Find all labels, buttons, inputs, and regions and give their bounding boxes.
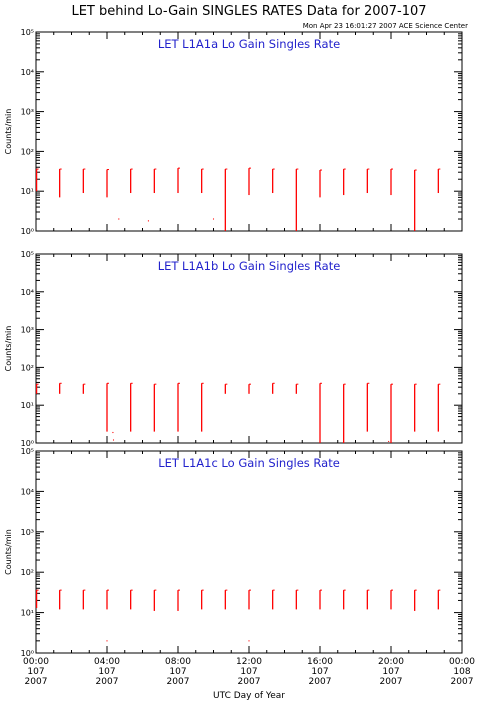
- data-point: [147, 220, 150, 222]
- y-tick-label: 10³: [21, 326, 34, 335]
- y-tick-label: 10⁵: [21, 447, 34, 456]
- x-tick-time: 08:00: [165, 657, 191, 667]
- figure-title: LET behind Lo-Gain SINGLES RATES Data fo…: [71, 4, 426, 19]
- x-tick-day: 107: [382, 667, 399, 677]
- y-axis-label: Counts/min: [4, 529, 13, 575]
- x-tick-time: 16:00: [307, 657, 333, 667]
- x-tick-day: 108: [453, 667, 470, 677]
- plot-frame: [35, 253, 463, 444]
- y-tick-label: 10⁴: [21, 487, 34, 496]
- y-tick-label: 10²: [21, 147, 34, 156]
- data-point: [212, 218, 215, 220]
- y-axis-label: Counts/min: [4, 326, 13, 372]
- panels: 10⁰ 10¹ 10² 10³ 10⁴ 10⁵ Counts/min LET L1A1a Lo…: [4, 28, 463, 658]
- x-tick-year: 2007: [25, 677, 48, 687]
- x-tick-year: 2007: [96, 677, 119, 687]
- y-tick-label: 10²: [21, 568, 34, 577]
- x-tick-year: 2007: [309, 677, 332, 687]
- y-tick-label: 10⁴: [21, 68, 34, 77]
- x-tick-day: 107: [27, 667, 44, 677]
- x-tick-time: 04:00: [94, 657, 120, 667]
- data-point: [106, 640, 108, 642]
- x-tick-time: 00:00: [23, 657, 49, 667]
- timestamp: Mon Apr 23 16:01:27 2007 ACE Science Cen…: [303, 22, 468, 30]
- y-tick-label: 10⁰: [21, 439, 34, 448]
- x-tick-day: 107: [240, 667, 257, 677]
- x-axis-label: UTC Day of Year: [213, 691, 285, 701]
- panel-2: 10⁰ 10¹ 10² 10³ 10⁴ 10⁵ Counts/min LET L1A1b Lo…: [4, 250, 463, 448]
- plot-frame: [35, 31, 463, 232]
- x-tick-year: 2007: [380, 677, 403, 687]
- y-axis-label: Counts/min: [4, 109, 13, 155]
- panel-title: LET L1A1a Lo Gain Singles Rate: [158, 37, 340, 51]
- y-tick-label: 10³: [21, 528, 34, 537]
- panel-3: 10⁰ 10¹ 10² 10³ 10⁴ 10⁵ Counts/min LET L1A1c Lo…: [4, 447, 463, 658]
- x-tick-time: 20:00: [378, 657, 404, 667]
- data-point: [112, 439, 115, 441]
- x-tick-year: 2007: [238, 677, 261, 687]
- x-tick-day: 107: [98, 667, 115, 677]
- data-point: [112, 431, 114, 434]
- x-tick-year: 2007: [451, 677, 474, 687]
- y-tick-label: 10⁵: [21, 28, 34, 37]
- plot-frame: [35, 450, 463, 654]
- y-tick-label: 10⁴: [21, 288, 34, 297]
- x-tick-year: 2007: [167, 677, 190, 687]
- y-tick-label: 10⁰: [21, 649, 34, 658]
- x-axis: 00:00107200704:00107200708:00107200712:0…: [23, 657, 475, 687]
- panel-title: LET L1A1c Lo Gain Singles Rate: [158, 456, 340, 470]
- x-tick-time: 00:00: [449, 657, 475, 667]
- y-tick-label: 10¹: [21, 187, 34, 196]
- y-tick-label: 10¹: [21, 401, 34, 410]
- y-tick-label: 10¹: [21, 609, 34, 618]
- y-tick-label: 10⁰: [21, 227, 34, 236]
- x-tick-day: 107: [311, 667, 328, 677]
- y-tick-label: 10⁵: [21, 250, 34, 259]
- data-point: [118, 218, 120, 220]
- panel-title: LET L1A1b Lo Gain Singles Rate: [158, 259, 341, 273]
- x-tick-time: 12:00: [236, 657, 262, 667]
- data-point: [248, 640, 250, 642]
- panel-1: 10⁰ 10¹ 10² 10³ 10⁴ 10⁵ Counts/min LET L1A1a Lo…: [4, 28, 463, 236]
- y-tick-label: 10³: [21, 108, 34, 117]
- data-point: [388, 440, 390, 443]
- y-tick-label: 10²: [21, 363, 34, 372]
- x-tick-day: 107: [169, 667, 186, 677]
